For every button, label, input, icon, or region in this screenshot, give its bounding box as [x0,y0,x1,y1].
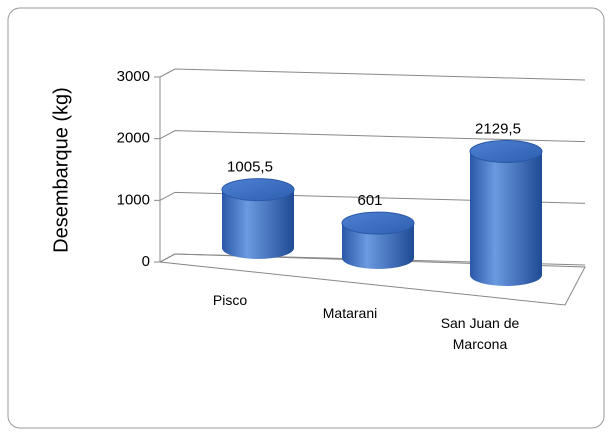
chart-border [7,7,605,429]
data-label: 1005,5 [227,159,273,176]
x-tick-label: San Juan de Marcona [440,315,520,352]
bar [470,151,542,286]
y-axis-title: Desembarque (kg) [50,87,72,253]
data-label: 2129,5 [475,120,521,137]
y-tick-label: 0 [142,253,150,270]
grid-line [159,253,586,266]
grid-line [159,68,586,81]
y-tick-label: 1000 [117,191,150,208]
grid-line [159,191,586,204]
x-tick-label: Pisco [212,292,248,308]
plot: 0 1000 2000 3000 1005,5 601 2129,5 [117,68,586,306]
y-tick-label: 3000 [117,68,150,85]
bar [222,189,294,259]
bar-cap [469,139,543,163]
data-label: 601 [357,192,382,209]
bar-cap [341,211,415,235]
y-tick-label: 2000 [117,130,150,147]
bar [342,223,414,269]
bar-cap [221,178,295,202]
x-tick-label: Matarani [322,305,378,321]
grid-line [159,130,586,143]
